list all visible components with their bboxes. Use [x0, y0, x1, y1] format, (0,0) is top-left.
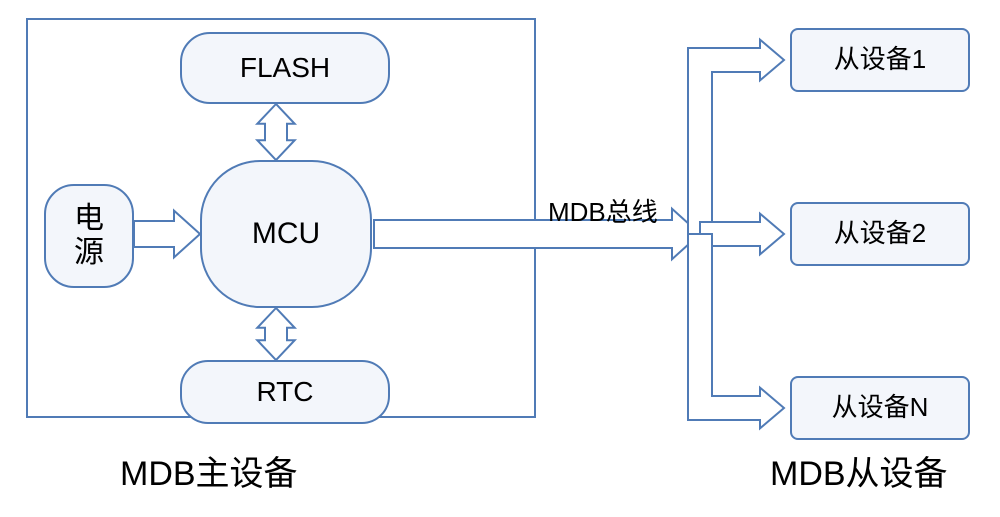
slave-device-0: 从设备1	[790, 28, 970, 92]
diagram-canvas: FLASH 电 源 MCU RTC 从设备1 从设备2 从设备N MDB总线 MDB主设备 MDB…	[0, 0, 1000, 517]
slave-device-1: 从设备2	[790, 202, 970, 266]
flash-node: FLASH	[180, 32, 390, 104]
slaves-caption: MDB从设备	[770, 446, 948, 495]
mdb-bus-label: MDB总线	[548, 192, 658, 229]
power-node: 电 源	[44, 184, 134, 288]
mcu-node: MCU	[200, 160, 372, 308]
master-caption: MDB主设备	[120, 446, 298, 495]
rtc-node: RTC	[180, 360, 390, 424]
slave-device-2: 从设备N	[790, 376, 970, 440]
